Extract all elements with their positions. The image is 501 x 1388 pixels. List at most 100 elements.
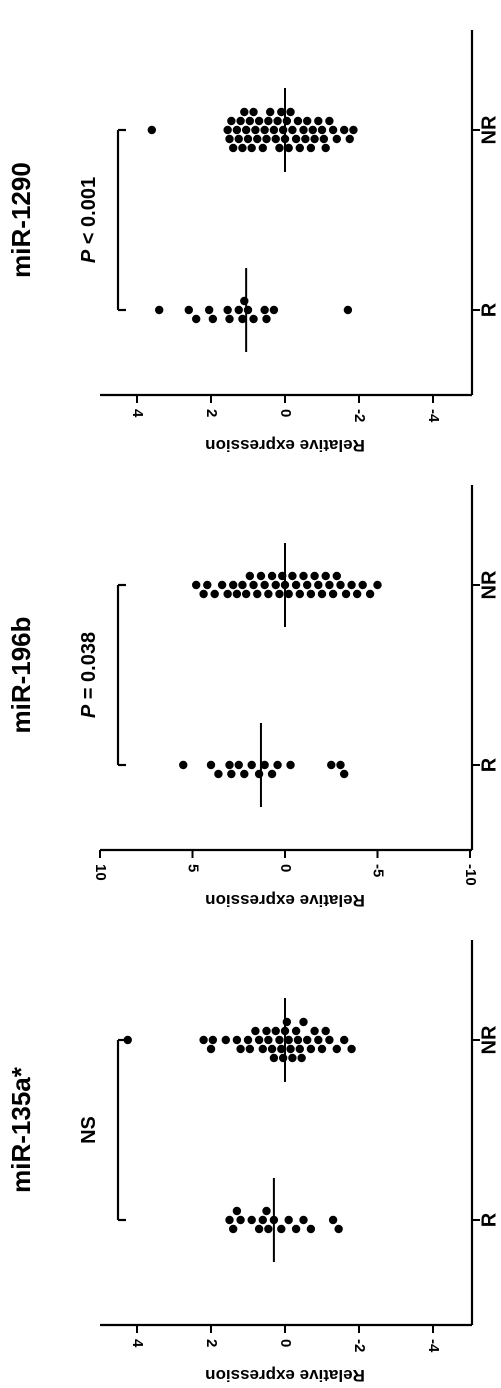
data-point-nr [295, 143, 304, 153]
data-point-nr [238, 143, 247, 153]
data-point-nr [241, 125, 251, 135]
data-point-nr [284, 589, 293, 599]
data-point-r [247, 1215, 256, 1225]
data-point-nr [310, 1026, 319, 1036]
data-point-nr [365, 589, 375, 599]
data-point-nr [317, 589, 327, 599]
data-point-r [277, 1224, 286, 1234]
significance-prefix: P [78, 249, 100, 263]
data-point-nr [293, 1035, 303, 1045]
data-point-nr [236, 116, 245, 126]
data-point-nr [340, 125, 349, 135]
value-tick-label: 5 [185, 864, 202, 872]
data-point-nr [232, 589, 242, 599]
significance-label: P < 0.001 [78, 177, 100, 263]
data-point-nr [240, 107, 249, 117]
data-point-nr [269, 1053, 279, 1063]
data-point-r [254, 1224, 264, 1234]
chart-panel-1: 4 2 0 -2 -4 Relative expression NR R P < 0.001 mi… [6, 30, 500, 455]
data-point-nr [264, 1035, 273, 1045]
chart-panel-3: 4 2 0 -2 -4 Relative expression NR R NS miR-135a* [6, 940, 500, 1385]
data-point-nr [297, 1053, 306, 1063]
data-point-nr [258, 1044, 267, 1054]
data-point-nr [314, 580, 323, 590]
data-point-nr [291, 1026, 301, 1036]
data-point-nr [295, 1044, 304, 1054]
data-point-r [262, 1206, 271, 1216]
data-point-r [240, 296, 249, 306]
data-point-nr [321, 143, 330, 153]
value-tick-label: 10 [92, 864, 109, 881]
data-point-nr [282, 1017, 292, 1027]
data-point-nr [203, 580, 212, 590]
data-point-nr [277, 1044, 286, 1054]
data-point-nr [238, 580, 247, 590]
data-point-nr [192, 580, 201, 590]
value-tick-label: 4 [129, 409, 146, 418]
data-point-nr [275, 589, 284, 599]
data-point-nr [234, 134, 243, 144]
data-point-nr [251, 1026, 260, 1036]
data-point-r [334, 1224, 343, 1234]
data-point-r [227, 769, 236, 779]
data-point-nr [341, 589, 351, 599]
data-point-r [284, 1215, 293, 1225]
data-point-r [192, 314, 201, 324]
data-point-nr [308, 125, 317, 135]
y-axis-label: Relative expression [205, 1366, 365, 1385]
data-point-r [238, 314, 247, 324]
data-point-nr [317, 1044, 327, 1054]
data-point-nr [245, 116, 255, 126]
significance-label: NS [78, 1116, 100, 1144]
chart-title: miR-135a* [6, 1066, 36, 1193]
data-point-nr [291, 580, 301, 590]
value-tick-label: 0 [277, 1339, 294, 1347]
chart-panel-2: 10 5 0 -5 -10 Relative expression NR R P = 0.038… [6, 485, 500, 910]
significance-prefix: P [78, 704, 100, 718]
data-point-nr [210, 589, 219, 599]
data-point-nr [243, 134, 253, 144]
data-point-r [208, 314, 218, 324]
value-tick-label: 2 [203, 409, 220, 417]
data-point-nr [254, 1035, 264, 1045]
significance-label: P = 0.038 [78, 632, 100, 718]
data-point-nr [229, 580, 238, 590]
data-point-r [232, 1206, 242, 1216]
data-point-nr [262, 1026, 271, 1036]
data-point-nr [306, 589, 316, 599]
data-point-nr [286, 1044, 295, 1054]
value-tick-label: 0 [277, 864, 294, 872]
data-point-r [258, 1215, 267, 1225]
data-point-nr [347, 1044, 356, 1054]
data-point-r [243, 305, 253, 315]
data-point-r [262, 314, 271, 324]
data-point-nr [262, 134, 271, 144]
data-point-nr [241, 589, 251, 599]
data-point-nr [232, 125, 242, 135]
data-point-nr [254, 116, 264, 126]
data-point-r [204, 305, 214, 315]
data-point-nr [295, 589, 304, 599]
data-point-nr [345, 134, 354, 144]
data-point-nr [247, 143, 256, 153]
data-point-nr [303, 580, 312, 590]
data-point-r [225, 760, 234, 770]
data-point-nr [227, 116, 236, 126]
data-point-r [340, 769, 349, 779]
data-point-nr [245, 571, 255, 581]
value-tick-label: 4 [129, 1339, 146, 1348]
data-point-r [254, 769, 264, 779]
data-point-nr [249, 580, 258, 590]
data-point-nr [284, 1035, 293, 1045]
data-point-nr [288, 571, 297, 581]
data-point-nr [319, 134, 329, 144]
data-point-r [225, 1215, 234, 1225]
y-axis-label: Relative expression [205, 436, 365, 455]
data-point-nr [264, 589, 273, 599]
data-point-nr [225, 134, 234, 144]
significance-text: NS [78, 1116, 100, 1144]
value-tick-label: -10 [462, 864, 479, 886]
data-point-nr [278, 1053, 288, 1063]
category-label-r: R [478, 1212, 500, 1227]
data-point-nr [282, 116, 292, 126]
